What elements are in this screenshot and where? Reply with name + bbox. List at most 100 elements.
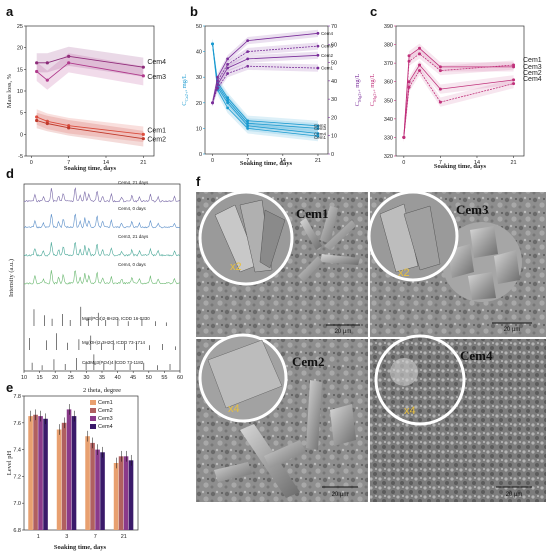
chart-b-mg-series-label: Cem4: [321, 31, 334, 36]
chart-e-ytick-label: 7.6: [13, 421, 21, 427]
chart-b-ca-band-cem3: [212, 38, 318, 134]
chart-d-xtick-label: 60: [177, 375, 183, 381]
chart-c-xtick-label: 0: [402, 160, 405, 166]
chart-c-xtick-label: 14: [474, 160, 480, 166]
chart-b-mg-point: [316, 66, 320, 70]
panel-letter-e: e: [6, 380, 13, 395]
chart-d-xtick-label: 50: [146, 375, 152, 381]
chart-d-reference-label: Ca3Mg3(PO4)4 ICDD 73-1182: [82, 360, 144, 365]
chart-d-trace: [23, 242, 181, 257]
chart-b-ca-point: [226, 96, 229, 100]
chart-e-frame: [23, 395, 139, 531]
chart-d-xtick-label: 40: [115, 375, 121, 381]
chart-b-ca-point: [226, 101, 229, 105]
chart-a-ytick-label: 20: [17, 46, 23, 52]
sem-tile-cem1-crystals: [298, 206, 360, 282]
chart-b-mg-point: [246, 39, 250, 43]
chart-c-series-label: Cem3: [523, 64, 542, 71]
chart-a-xtick-label: 7: [67, 160, 70, 166]
chart-c-ytick-label: 370: [384, 61, 393, 67]
chart-b-ytick-right-label: 10: [331, 134, 337, 140]
chart-b-ca-point: [246, 121, 250, 125]
chart-c-ytick-label: 380: [384, 43, 393, 49]
chart-a-ytick-label: 10: [17, 89, 23, 95]
chart-e-xtick-label: 1: [37, 534, 40, 540]
chart-c-frame: [395, 25, 525, 157]
chart-a-point-cem3: [35, 69, 39, 74]
chart-d-reference-label: Mg(OH)2·3H2O, ICDD 73-1714: [82, 340, 146, 345]
chart-b-ytick-right-label: 20: [331, 115, 337, 121]
chart-b-ytick-right-label: 70: [331, 24, 337, 30]
sem-tile-cem2-crystals: [214, 380, 356, 498]
chart-b-xtick-label: 14: [280, 158, 286, 164]
chart-a-series-label: Cem4: [147, 59, 166, 66]
chart-a-point-cem1: [141, 132, 145, 136]
chart-c-point: [438, 69, 442, 73]
chart-e-bar-cem2: [33, 414, 38, 530]
chart-c-point: [512, 82, 516, 86]
chart-c-point: [418, 52, 422, 56]
chart-d-xtick-label: 55: [161, 375, 167, 381]
chart-a-xlabel: Soaking time, days: [64, 165, 117, 172]
chart-b-mg-point: [216, 86, 219, 90]
chart-a-xtick-label: 14: [103, 160, 109, 166]
chart-a-xtick-label: 21: [140, 160, 146, 166]
chart-e-bar-cem2: [90, 442, 95, 530]
sem-tile-cem4-zoom-circle: [374, 334, 466, 426]
sem-tile-cem3-magnification: x2: [398, 267, 410, 279]
chart-a-point-cem4: [141, 65, 145, 69]
sem-tile-cem1-label: Cem1: [296, 206, 329, 221]
chart-a-band-cem2: [36, 112, 144, 147]
chart-b-ca-point: [226, 106, 229, 110]
chart-a-point-cem2: [45, 121, 49, 126]
chart-a-line-cem4: [36, 55, 144, 68]
chart-e-bar-cem4: [100, 452, 105, 530]
chart-b-ytick-right-label: 60: [331, 42, 337, 48]
chart-c-point: [407, 85, 411, 89]
chart-b-ca-series-label: Cem4: [314, 132, 327, 137]
chart-a-line-cem3: [36, 62, 144, 81]
chart-a-ytick-label: 0: [20, 132, 23, 138]
chart-e-bar-cem3: [38, 416, 43, 530]
chart-b-mg-point: [316, 53, 320, 57]
chart-a-point-cem2: [141, 137, 145, 141]
chart-b-ca-series-label: Cem1: [314, 135, 327, 140]
chart-d-trace-label: Cem4, 0 days: [118, 262, 147, 267]
sem-tile-cem4-label: Cem4: [460, 348, 493, 363]
chart-e-xtick-label: 7: [94, 534, 97, 540]
chart-c-band-cem3: [403, 49, 514, 143]
chart-b-ca-point: [246, 119, 250, 123]
chart-d-trace-label: Cem4, 21 days: [118, 180, 149, 185]
chart-b-mg-point: [316, 31, 320, 35]
chart-b-mg-point: [226, 63, 229, 66]
chart-c-band-cem4: [403, 65, 514, 143]
chart-a-point-cem2: [35, 118, 39, 123]
chart-b-ca-series-label: Cem3: [314, 126, 327, 131]
chart-d-trace: [23, 270, 181, 285]
chart-c-ytick-label: 360: [384, 80, 393, 86]
chart-e-legend-label: Cem1: [98, 400, 113, 406]
chart-a-series-label: Cem3: [147, 74, 166, 81]
sem-tile-cem1-magnification: x2: [230, 261, 242, 273]
chart-e-ylabel: Level pH: [6, 451, 13, 476]
chart-b-ca-band-cem2: [212, 38, 318, 131]
chart-e-legend-swatch: [90, 416, 96, 421]
chart-c-ytick-label: 320: [384, 154, 393, 160]
chart-b-ca-band-cem4: [212, 38, 318, 139]
chart-b-mg-point: [216, 75, 219, 79]
chart-a-ytick-label: 25: [17, 24, 23, 30]
sem-tile-cem2: Cem2 x4 20 µm: [196, 333, 368, 502]
chart-e-legend-swatch: [90, 408, 96, 413]
chart-b-ca-series-label: Cem2: [314, 123, 327, 128]
chart-b-mg-point: [216, 79, 219, 83]
chart-b-mg-point: [246, 57, 250, 61]
chart-e-bar-cem2: [61, 422, 67, 530]
chart-e-bar-cem4: [71, 416, 77, 530]
panel-letter-c: c: [370, 4, 377, 19]
chart-c-xtick-label: 7: [439, 160, 442, 166]
chart-b-ylabel-right: CMg2+, mg/L: [354, 74, 362, 107]
sem-tile-cem4-scale: 20 µm: [506, 492, 523, 498]
chart-b-ytick-left-label: 0: [199, 152, 202, 158]
